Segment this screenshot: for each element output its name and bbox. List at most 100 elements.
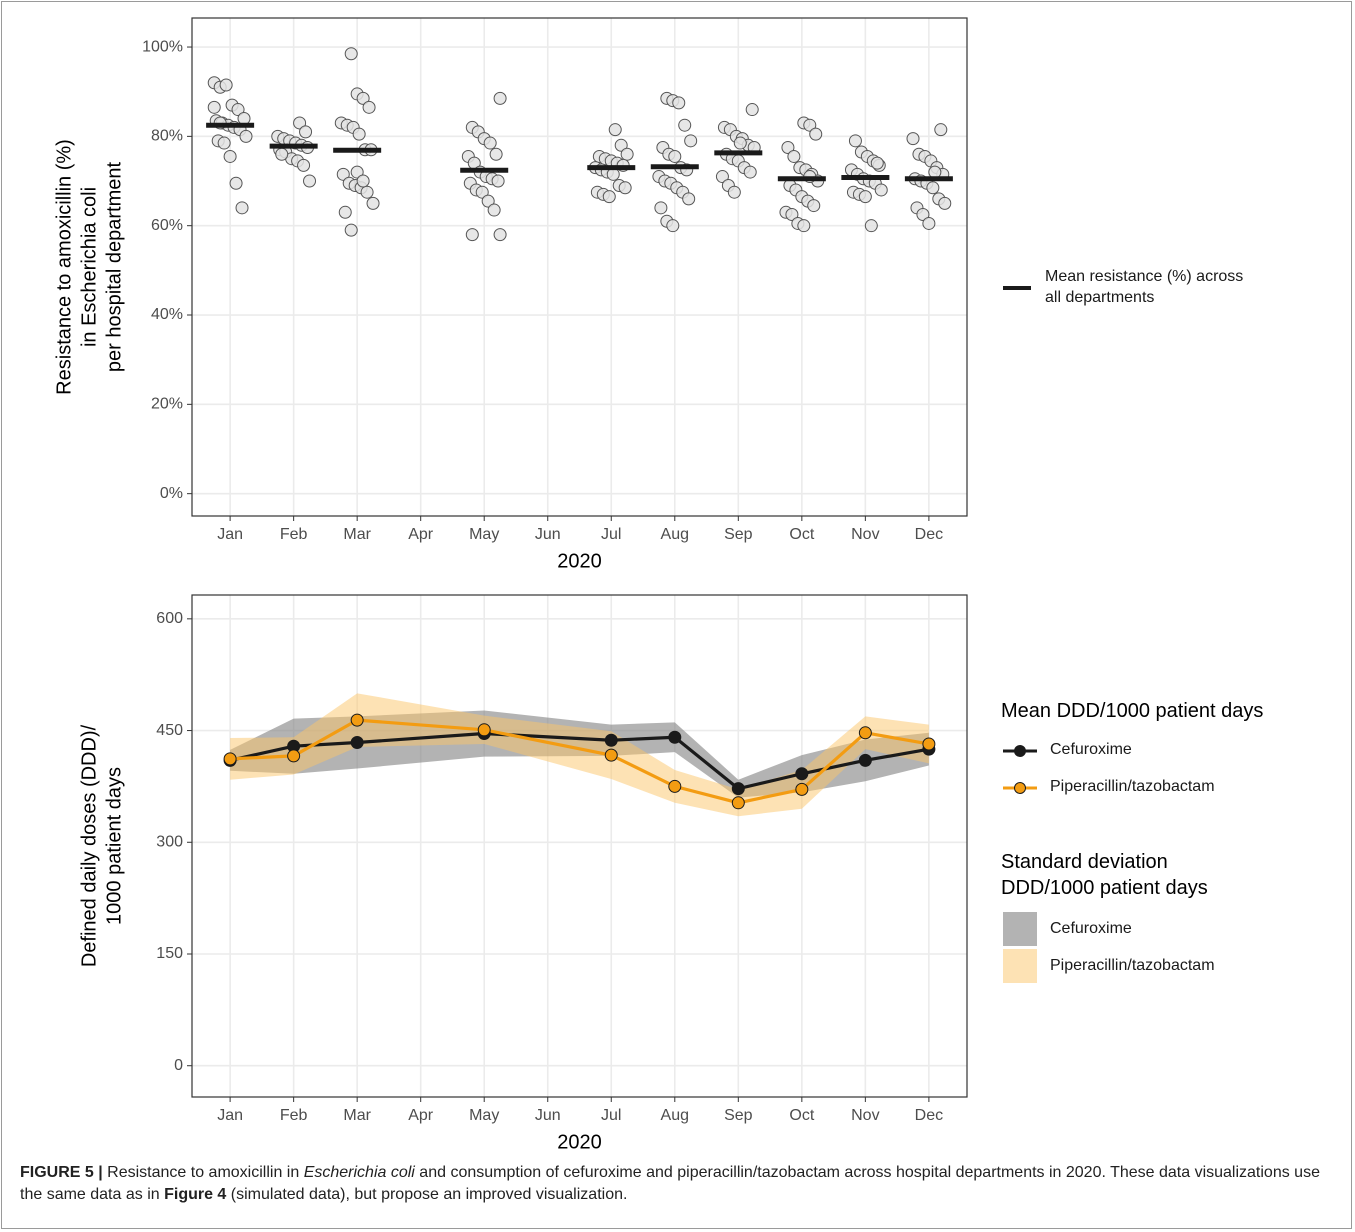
data-point — [727, 185, 741, 199]
data-point — [668, 730, 682, 744]
data-point — [465, 228, 479, 242]
x-tick-label: Dec — [915, 526, 943, 543]
data-point — [745, 103, 759, 117]
legend-title: Mean DDD/1000 patient days — [1001, 700, 1264, 722]
legend-title: Standard deviation — [1001, 851, 1168, 873]
data-point — [938, 196, 952, 210]
data-point — [916, 208, 930, 222]
data-point — [668, 779, 682, 793]
y-tick-label: 100% — [142, 38, 183, 55]
x-tick-label: Mar — [343, 526, 371, 543]
data-point — [787, 149, 801, 163]
data-point — [906, 132, 920, 146]
data-point — [356, 174, 370, 188]
x-axis-label: 2020 — [557, 550, 602, 572]
data-point — [477, 723, 491, 737]
data-point — [493, 91, 507, 105]
legend-label: Piperacillin/tazobactam — [1050, 957, 1215, 974]
y-tick-label: 300 — [156, 833, 183, 850]
data-point — [797, 219, 811, 233]
data-point — [922, 737, 936, 751]
caption-text: Escherichia coli — [303, 1164, 415, 1181]
data-point — [350, 735, 364, 749]
data-point — [338, 205, 352, 219]
data-point — [344, 223, 358, 237]
caption: FIGURE 5 | Resistance to amoxicillin in … — [20, 1162, 1340, 1206]
data-point — [678, 118, 692, 132]
caption-text: (simulated data), but propose an improve… — [226, 1186, 628, 1203]
data-point — [362, 100, 376, 114]
data-point — [219, 78, 233, 92]
data-point — [275, 147, 289, 161]
chart: Jan Feb Mar Apr May Jun Jul Aug Sep Oct Nov Dec 0% 20… — [53, 17, 1037, 1153]
data-point — [731, 796, 745, 810]
data-point — [858, 190, 872, 204]
data-point — [807, 199, 821, 213]
data-point — [848, 134, 862, 148]
data-point — [223, 149, 237, 163]
data-point — [733, 136, 747, 150]
x-tick-label: Oct — [789, 1107, 814, 1124]
y-tick-label: 80% — [151, 128, 183, 145]
x-tick-label: Jan — [217, 526, 243, 543]
data-point — [785, 208, 799, 222]
data-point — [350, 713, 364, 727]
legend-label: Piperacillin/tazobactam — [1050, 778, 1215, 795]
panel-background — [192, 595, 967, 1097]
data-point — [483, 136, 497, 150]
data-point — [608, 123, 622, 137]
x-tick-label: Jan — [217, 1107, 243, 1124]
data-point — [356, 91, 370, 105]
x-tick-label: Jul — [601, 526, 621, 543]
data-point — [668, 149, 682, 163]
data-point — [299, 125, 313, 139]
caption-text: Figure 4 — [164, 1186, 227, 1203]
legend-title: DDD/1000 patient days — [1001, 877, 1208, 899]
x-tick-label: Nov — [851, 526, 879, 543]
x-tick-label: Oct — [789, 526, 814, 543]
legend-swatch — [1014, 782, 1026, 794]
x-tick-label: Mar — [343, 1107, 371, 1124]
y-tick-label: 40% — [151, 306, 183, 323]
data-point — [360, 185, 374, 199]
data-point — [620, 147, 634, 161]
legend-swatch — [1003, 949, 1037, 983]
data-point — [684, 134, 698, 148]
data-point — [922, 216, 936, 230]
data-point — [874, 183, 888, 197]
caption-text: and consumption of cefuroxime and pipera… — [20, 1164, 1320, 1203]
data-point — [231, 103, 245, 117]
data-point — [223, 752, 237, 766]
x-tick-label: Aug — [661, 526, 689, 543]
y-axis-label: per hospital department — [103, 162, 125, 373]
data-point — [795, 782, 809, 796]
y-tick-label: 600 — [156, 610, 183, 627]
data-point — [614, 138, 628, 152]
data-point — [604, 733, 618, 747]
data-point — [489, 147, 503, 161]
caption-label: FIGURE 5 | — [20, 1164, 103, 1181]
data-point — [352, 127, 366, 141]
y-tick-label: 150 — [156, 945, 183, 962]
y-axis-label: Resistance to amoxicillin (%) — [53, 139, 75, 395]
data-point — [618, 181, 632, 195]
data-point — [336, 167, 350, 181]
panel-border — [191, 594, 968, 1098]
legend-label: Cefuroxime — [1050, 920, 1132, 937]
x-tick-label: Sep — [724, 526, 753, 543]
data-point — [235, 201, 249, 215]
data-point — [858, 753, 872, 767]
legend-swatch — [1003, 286, 1031, 290]
data-point — [207, 100, 221, 114]
data-point — [666, 219, 680, 233]
x-tick-label: May — [469, 526, 499, 543]
data-point — [803, 118, 817, 132]
panel-background — [192, 18, 967, 516]
y-tick-label: 20% — [151, 396, 183, 413]
legend-swatch — [1003, 912, 1037, 946]
data-point — [654, 201, 668, 215]
y-tick-label: 60% — [151, 217, 183, 234]
x-tick-label: Jun — [535, 1107, 561, 1124]
caption-text: Resistance to amoxicillin in — [107, 1164, 304, 1181]
